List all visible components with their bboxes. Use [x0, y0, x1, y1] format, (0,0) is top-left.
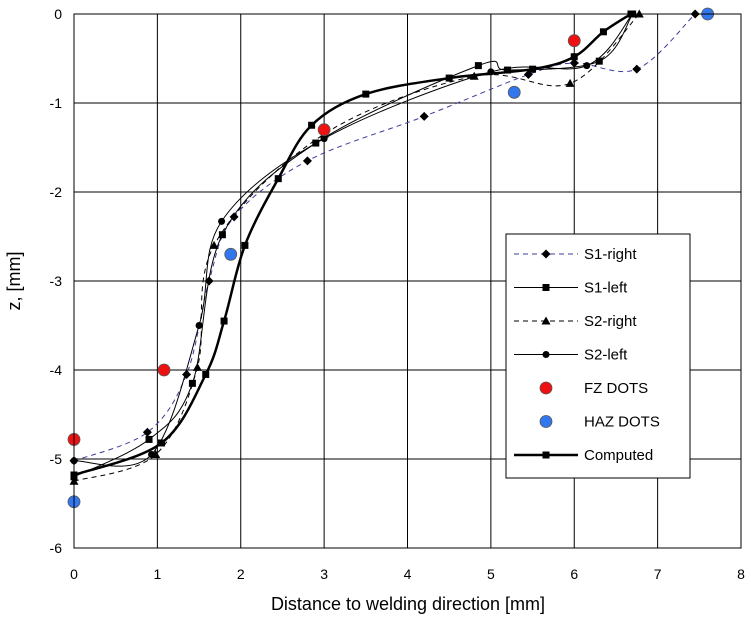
series-markers: [67, 7, 715, 509]
data-point-s1-left: [218, 231, 226, 239]
data-point-s2-left: [487, 68, 495, 76]
legend-label-s2-left: S2-left: [584, 347, 628, 364]
data-point-computed: [202, 370, 210, 378]
data-point-s1-right: [569, 58, 579, 68]
x-tick-label: 2: [237, 566, 245, 582]
legend-marker-s1-right: [541, 249, 551, 259]
x-tick-label: 6: [570, 566, 578, 582]
data-point-s1-right: [229, 212, 239, 222]
data-point-s1-right: [419, 111, 429, 121]
data-point-fz-dots: [157, 363, 171, 377]
data-point-s2-right: [469, 71, 479, 80]
data-point-computed: [570, 53, 578, 61]
data-point-computed: [308, 121, 316, 129]
data-point-s1-left: [504, 66, 512, 74]
x-tick-label: 4: [404, 566, 412, 582]
legend: S1-right S1-left S2-right S2-left FZ DOTS HAZ…: [505, 233, 691, 479]
data-point-computed: [241, 241, 249, 249]
data-point-computed: [158, 439, 166, 447]
data-point-s1-right: [302, 156, 312, 166]
x-tick-label: 5: [487, 566, 495, 582]
legend-marker-fz-dots: [539, 381, 553, 395]
y-tick-label: -2: [50, 184, 63, 200]
data-point-haz-dots: [507, 85, 521, 99]
legend-marker-s1-left: [542, 284, 550, 291]
x-axis-title: Distance to welding direction [mm]: [271, 594, 545, 614]
data-point-s2-left: [320, 135, 328, 143]
data-point-s1-left: [595, 57, 603, 65]
x-tick-labels: 0 1 2 3 4 5 6 7 8: [70, 566, 745, 582]
y-tick-labels: 0 -1 -2 -3 -4 -5 -6: [50, 6, 63, 556]
data-point-computed: [599, 28, 607, 36]
y-tick-label: -1: [50, 95, 63, 111]
legend-marker-s2-left: [542, 351, 550, 358]
y-tick-label: -5: [50, 451, 63, 467]
data-point-s1-right: [204, 276, 214, 286]
series-line-s2-left: [73, 13, 633, 467]
y-axis-title: z, [mm]: [4, 252, 24, 311]
x-tick-label: 8: [737, 566, 745, 582]
x-tick-label: 7: [654, 566, 662, 582]
data-point-s2-left: [195, 322, 203, 329]
y-tick-label: -6: [50, 540, 63, 556]
legend-marker-computed: [542, 451, 550, 459]
data-point-s1-right: [632, 64, 642, 74]
legend-label-s1-left: S1-left: [584, 280, 628, 297]
data-point-s2-left: [583, 62, 591, 70]
data-point-computed: [220, 317, 228, 325]
x-tick-label: 0: [70, 566, 78, 582]
data-point-s2-right: [192, 362, 202, 371]
data-point-fz-dots: [567, 34, 581, 48]
plot-border: [73, 13, 742, 549]
legend-label-s2-right: S2-right: [584, 313, 637, 330]
x-tick-label: 3: [320, 566, 328, 582]
legend-marker-haz-dots: [539, 415, 553, 428]
y-tick-label: 0: [54, 6, 62, 22]
data-point-computed: [445, 74, 453, 82]
data-point-haz-dots: [224, 247, 238, 261]
legend-box: [505, 233, 691, 479]
data-point-s1-left: [312, 139, 320, 147]
data-point-s1-right: [182, 369, 192, 379]
data-point-computed: [362, 90, 370, 98]
legend-label-haz-dots: HAZ DOTS: [584, 414, 660, 431]
x-tick-label: 1: [153, 566, 161, 582]
data-point-s2-left: [148, 451, 156, 459]
data-point-computed: [274, 175, 282, 183]
legend-label-s1-right: S1-right: [584, 246, 637, 263]
legend-marker-s2-right: [541, 316, 551, 325]
y-tick-label: -3: [50, 273, 63, 289]
data-point-s2-right: [209, 240, 219, 249]
data-point-fz-dots: [317, 123, 331, 137]
data-point-s2-right: [565, 78, 575, 87]
data-point-s1-left: [474, 62, 482, 70]
data-point-s1-left: [188, 379, 196, 387]
data-point-s1-right: [142, 427, 152, 437]
y-tick-label: -4: [50, 362, 63, 378]
data-point-computed: [529, 65, 537, 73]
data-point-s2-left: [218, 217, 226, 225]
legend-label-fz-dots: FZ DOTS: [584, 380, 648, 397]
legend-label-computed: Computed: [584, 447, 653, 464]
data-point-s1-left: [145, 435, 153, 443]
